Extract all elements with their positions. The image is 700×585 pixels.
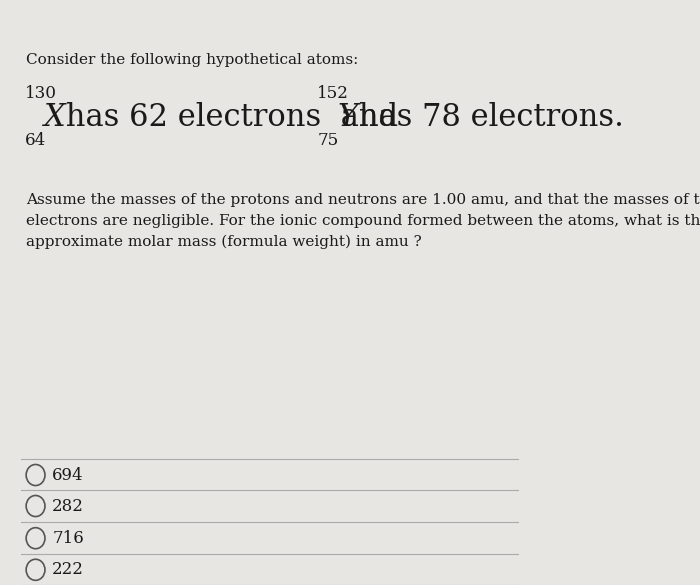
Text: 716: 716	[52, 529, 84, 547]
Text: 222: 222	[52, 561, 84, 579]
Text: 75: 75	[317, 132, 339, 149]
Text: 130: 130	[25, 85, 57, 102]
Text: has 78 electrons.: has 78 electrons.	[349, 102, 624, 132]
Text: Assume the masses of the protons and neutrons are 1.00 amu, and that the masses : Assume the masses of the protons and neu…	[26, 193, 700, 249]
Text: has 62 electrons  and: has 62 electrons and	[56, 102, 398, 132]
Text: 152: 152	[317, 85, 349, 102]
Text: Y: Y	[337, 102, 358, 132]
Text: 282: 282	[52, 497, 84, 515]
Text: Consider the following hypothetical atoms:: Consider the following hypothetical atom…	[26, 53, 358, 67]
Text: 694: 694	[52, 466, 84, 484]
Text: 64: 64	[25, 132, 46, 149]
Text: X: X	[44, 102, 66, 132]
